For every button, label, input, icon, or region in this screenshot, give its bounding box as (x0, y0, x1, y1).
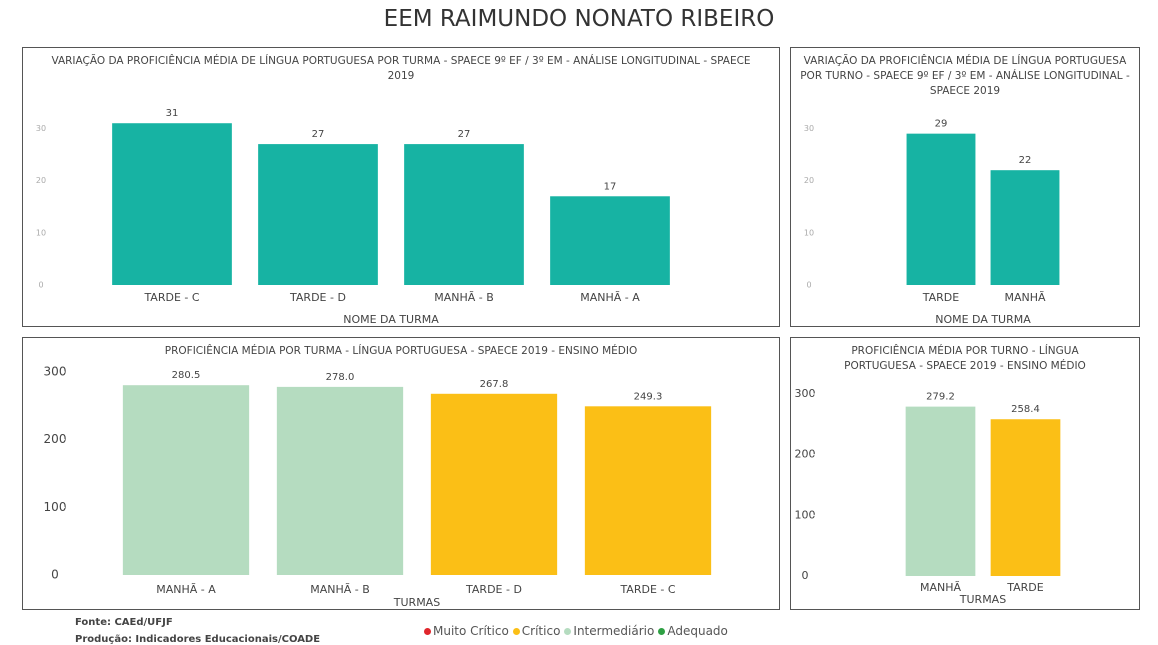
chart-panel: 0 100 200 300 280.5 MANHÃ - A 278.0 MANHÃ - B 26… (22, 337, 780, 610)
x-tick-label: TARDE - D (289, 291, 346, 304)
value-label: 31 (166, 108, 179, 119)
x-tick-label: MANHÃ (920, 581, 962, 594)
legend-label: Crítico (521, 624, 561, 638)
value-label: 258.4 (1011, 404, 1040, 415)
legend-swatch (658, 628, 666, 635)
bar (112, 123, 232, 285)
bar (430, 393, 558, 575)
y-tick-label: 0 (38, 281, 43, 290)
legend-swatch (424, 628, 431, 635)
y-tick-label: 30 (804, 124, 814, 133)
bar (276, 386, 404, 575)
bar (990, 170, 1060, 285)
legend: Muito Crítico Crítico Intermediário Adequad… (420, 624, 728, 638)
value-label: 22 (1019, 155, 1032, 166)
bar (990, 419, 1061, 576)
y-tick-label: 300 (795, 387, 816, 400)
bar (122, 385, 250, 575)
footer-source: Fonte: CAEd/UFJF (75, 617, 173, 628)
x-tick-label: TARDE - C (143, 291, 199, 304)
value-label: 280.5 (172, 370, 201, 381)
x-tick-label: MANHÃ - B (310, 583, 370, 596)
y-tick-label: 300 (44, 365, 67, 379)
x-tick-label: MANHÃ (1004, 291, 1046, 304)
x-tick-label: MANHÃ - A (156, 583, 216, 596)
x-axis-label: TURMAS (959, 593, 1006, 606)
y-tick-label: 200 (795, 448, 816, 461)
y-tick-label: 10 (804, 228, 814, 237)
y-tick-label: 10 (36, 228, 46, 237)
chart-title: VARIAÇÃO DA PROFICIÊNCIA MÉDIA DE LÍNGUA… (51, 55, 751, 82)
y-tick-label: 100 (44, 500, 67, 514)
x-tick-label: TARDE (1006, 581, 1044, 594)
page-title: EEM RAIMUNDO NONATO RIBEIRO (383, 6, 775, 32)
chart-panel: 0 100 200 300 279.2 MANHÃ 258.4 TARDE TURMAS PROF… (790, 337, 1140, 610)
y-tick-label: 100 (795, 508, 816, 521)
x-axis-label: NOME DA TURMA (343, 313, 439, 326)
x-tick-label: MANHÃ - A (580, 291, 640, 304)
bar (584, 406, 712, 575)
legend-swatch (564, 628, 572, 635)
y-tick-label: 0 (802, 569, 809, 582)
x-tick-label: TARDE - C (619, 583, 675, 596)
value-label: 27 (312, 129, 325, 140)
value-label: 29 (935, 119, 948, 130)
footer-production: Produção: Indicadores Educacionais/COADE (75, 634, 321, 645)
bar (258, 144, 378, 285)
y-tick-label: 30 (36, 124, 46, 133)
chart-title: PROFICIÊNCIA MÉDIA POR TURNO - LÍNGUA PO… (844, 345, 1086, 372)
value-label: 17 (604, 181, 617, 192)
legend-label: Muito Crítico (433, 624, 509, 638)
value-label: 279.2 (926, 392, 955, 403)
x-tick-label: MANHÃ - B (434, 291, 494, 304)
bar (905, 406, 976, 576)
chart-title: VARIAÇÃO DA PROFICIÊNCIA MÉDIA DE LÍNGUA… (800, 55, 1130, 97)
x-axis-label: NOME DA TURMA (935, 313, 1031, 326)
chart-panel: 0 10 20 30 29 TARDE 22 MANHÃ NOME DA TURMA VARIAÇ… (790, 47, 1140, 327)
value-label: 249.3 (634, 391, 663, 402)
x-tick-label: TARDE (922, 291, 960, 304)
bar (404, 144, 524, 285)
legend-label: Intermediário (573, 624, 655, 638)
y-tick-label: 20 (36, 176, 46, 185)
legend-label: Adequado (667, 624, 728, 638)
chart: 0 10 20 30 31 TARDE - C 27 TARDE - D 27 MANHÃ - B… (36, 108, 670, 326)
value-label: 278.0 (326, 372, 355, 383)
chart: 0 100 200 300 280.5 MANHÃ - A 278.0 MANHÃ - B 26… (44, 365, 712, 609)
value-label: 267.8 (480, 379, 509, 390)
x-tick-label: TARDE - D (465, 583, 522, 596)
bar (550, 196, 670, 285)
y-tick-label: 20 (804, 176, 814, 185)
y-tick-label: 200 (44, 432, 67, 446)
x-axis-label: TURMAS (393, 596, 440, 609)
y-tick-label: 0 (806, 281, 811, 290)
y-tick-label: 0 (51, 568, 59, 582)
chart-panel: 0 10 20 30 31 TARDE - C 27 TARDE - D 27 MANHÃ - B… (22, 47, 780, 327)
legend-swatch (512, 628, 520, 635)
chart: 0 10 20 30 29 TARDE 22 MANHÃ NOME DA TURMA (804, 119, 1060, 326)
bar (906, 133, 976, 285)
value-label: 27 (458, 129, 471, 140)
chart-title: PROFICIÊNCIA MÉDIA POR TURMA - LÍNGUA PO… (164, 345, 638, 357)
